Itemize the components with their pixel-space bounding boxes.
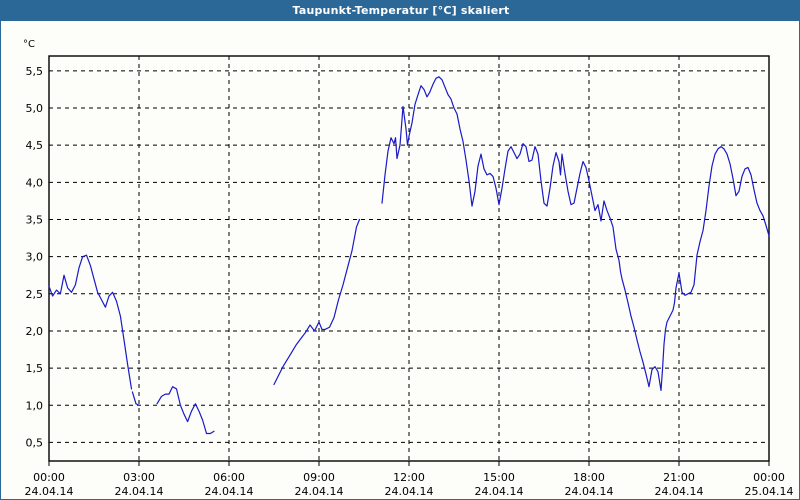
svg-text:12:00: 12:00 [393,471,425,484]
horizontal-gridlines [49,70,769,443]
svg-text:5,0: 5,0 [26,102,44,115]
x-axis-ticks [48,461,770,466]
y-axis-unit-label: °C [23,39,35,50]
svg-text:24.04.14: 24.04.14 [295,485,344,498]
svg-text:2,5: 2,5 [26,288,44,301]
window-title-bar: Taupunkt-Temperatur [°C] skaliert [1,1,799,21]
svg-text:03:00: 03:00 [123,471,155,484]
data-series [48,76,770,435]
plot-area: °C 0,5 1,0 1,5 2,0 2,5 3,0 3,5 4,0 4,5 5,0 5,5 00:… [1,21,799,499]
svg-text:4,5: 4,5 [26,139,44,152]
svg-text:24.04.14: 24.04.14 [565,485,614,498]
svg-text:4,0: 4,0 [26,176,44,189]
svg-text:24.04.14: 24.04.14 [655,485,704,498]
svg-text:3,5: 3,5 [26,213,44,226]
y-axis-tick-labels: 0,5 1,0 1,5 2,0 2,5 3,0 3,5 4,0 4,5 5,0 5,5 [26,65,44,450]
svg-text:24.04.14: 24.04.14 [25,485,74,498]
svg-text:18:00: 18:00 [573,471,605,484]
svg-text:3,0: 3,0 [26,251,44,264]
svg-text:24.04.14: 24.04.14 [475,485,524,498]
svg-text:5,5: 5,5 [26,65,44,78]
svg-text:1,5: 1,5 [26,362,44,375]
svg-text:1,0: 1,0 [26,399,44,412]
plot-frame [48,55,770,462]
chart-canvas: 0,51,01,52,02,53,03,54,04,55,05,5 00:002… [25,55,794,498]
svg-text:06:00: 06:00 [213,471,245,484]
svg-text:24.04.14: 24.04.14 [385,485,434,498]
svg-text:00:00: 00:00 [33,471,65,484]
svg-text:2,0: 2,0 [26,325,44,338]
svg-text:00:00: 00:00 [753,471,785,484]
svg-text:15:00: 15:00 [483,471,515,484]
svg-text:21:00: 21:00 [663,471,695,484]
svg-text:0,5: 0,5 [26,436,44,449]
svg-text:25.04.14: 25.04.14 [745,485,794,498]
svg-text:09:00: 09:00 [303,471,335,484]
vertical-gridlines [138,56,680,461]
svg-text:24.04.14: 24.04.14 [205,485,254,498]
svg-text:24.04.14: 24.04.14 [115,485,164,498]
x-axis-tick-labels: 00:0024.04.1403:0024.04.1406:0024.04.140… [25,471,794,498]
